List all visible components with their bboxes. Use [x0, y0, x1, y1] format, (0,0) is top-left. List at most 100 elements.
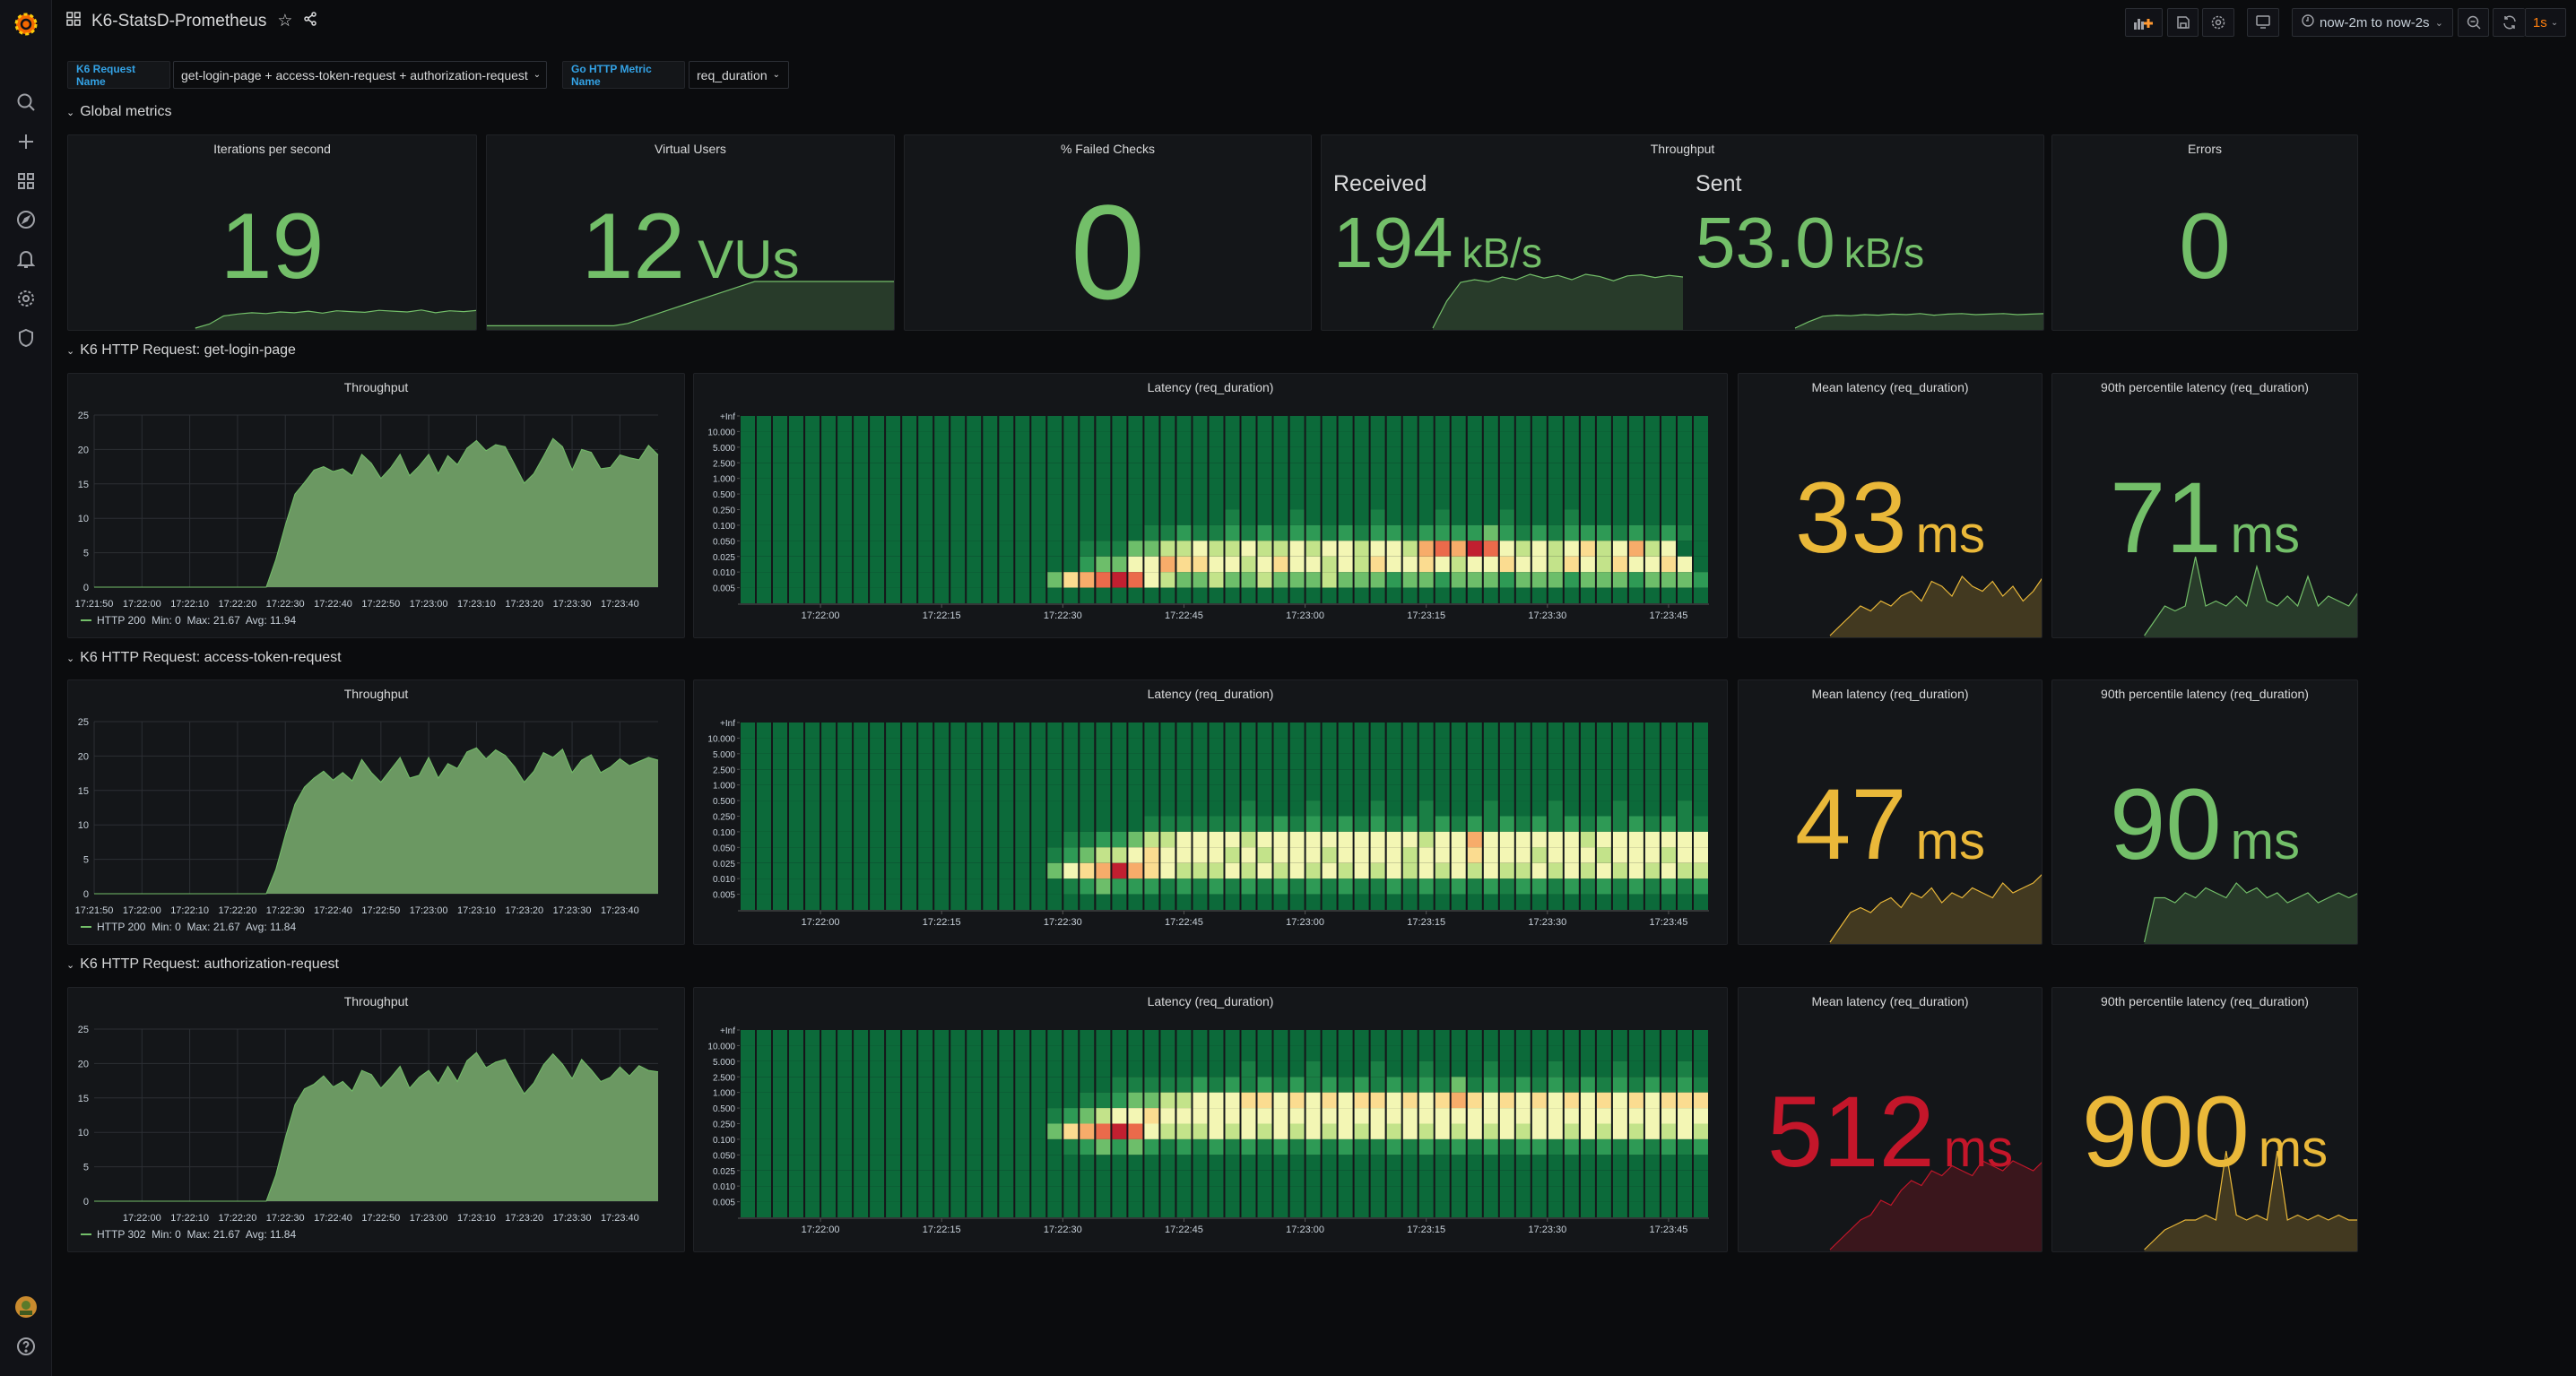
refresh-interval-picker[interactable]: 1s ⌄ — [2525, 8, 2566, 37]
heatmap-cell — [1499, 878, 1514, 895]
heatmap-cell — [1564, 1077, 1579, 1093]
heatmap-cell — [1273, 1170, 1288, 1187]
heatmap-cell — [870, 446, 885, 463]
latency-heatmap[interactable]: +Inf10.0005.0002.5001.0000.5000.2500.100… — [694, 374, 1728, 638]
heatmap-cell — [1160, 446, 1175, 463]
latency-heatmap[interactable]: +Inf10.0005.0002.5001.0000.5000.2500.100… — [694, 680, 1728, 945]
add-panel-button[interactable] — [2125, 8, 2163, 37]
heatmap-cell — [1531, 1138, 1547, 1155]
settings-button[interactable] — [2202, 8, 2234, 37]
heatmap-cell — [886, 478, 901, 495]
heatmap-cell — [1678, 723, 1692, 739]
heatmap-cell — [1338, 541, 1353, 557]
heatmap-cell — [1451, 723, 1466, 739]
search-icon[interactable] — [13, 89, 39, 116]
request-name-select[interactable]: get-login-page + access-token-request + … — [173, 61, 547, 89]
heatmap-cell — [934, 1077, 950, 1093]
row-get-login-page[interactable]: ⌄ K6 HTTP Request: get-login-page — [66, 342, 296, 359]
heatmap-cell — [886, 816, 901, 832]
heatmap-cell — [1564, 894, 1579, 910]
refresh-button[interactable] — [2493, 8, 2525, 37]
heatmap-cell — [1483, 1108, 1498, 1124]
heatmap-cell — [757, 572, 771, 588]
bell-icon[interactable] — [13, 246, 39, 273]
x-tick-label: 17:23:30 — [1528, 610, 1566, 621]
graph-legend[interactable]: HTTP 302 Min: 0 Max: 21.67 Avg: 11.84 — [81, 1228, 296, 1241]
panel-title: 90th percentile latency (req_duration) — [2101, 994, 2309, 1008]
heatmap-cell — [1160, 723, 1175, 739]
heatmap-cell — [1644, 847, 1660, 863]
heatmap-cell — [950, 541, 966, 557]
heatmap-cell — [1435, 847, 1450, 863]
heatmap-cell — [1628, 878, 1644, 895]
heatmap-cell — [1402, 847, 1418, 863]
heatmap-cell — [1386, 1138, 1401, 1155]
grafana-logo[interactable] — [13, 11, 39, 38]
heatmap-cell — [1515, 446, 1531, 463]
dashboards-icon[interactable] — [13, 168, 39, 195]
heatmap-cell — [1451, 878, 1466, 895]
heatmap-cell — [789, 1186, 803, 1202]
page-title[interactable]: K6-StatsD-Prometheus — [91, 11, 267, 30]
heatmap-cell — [1661, 1138, 1676, 1155]
row-authorization-request[interactable]: ⌄ K6 HTTP Request: authorization-request — [66, 956, 339, 973]
time-range-picker[interactable]: now-2m to now-2s ⌄ — [2292, 8, 2453, 37]
graph-legend[interactable]: HTTP 200 Min: 0 Max: 21.67 Avg: 11.94 — [81, 614, 296, 627]
heatmap-cell — [1015, 1030, 1030, 1046]
avatar[interactable] — [13, 1294, 39, 1320]
heatmap-cell — [1338, 816, 1353, 832]
metric-name-select[interactable]: req_duration ⌄ — [689, 61, 789, 89]
panel-title: Mean latency (req_duration) — [1811, 380, 1969, 394]
heatmap-cell — [1628, 1138, 1644, 1155]
help-icon[interactable] — [13, 1333, 39, 1360]
heatmap-cell — [821, 494, 837, 510]
heatmap-cell — [1096, 416, 1111, 432]
y-tick-label: 10 — [78, 514, 89, 524]
star-icon[interactable]: ☆ — [277, 12, 293, 30]
heatmap-cell — [1128, 894, 1143, 910]
heatmap-cell — [1193, 541, 1208, 557]
zoom-out-button[interactable] — [2458, 8, 2489, 37]
plus-icon[interactable] — [13, 128, 39, 155]
stat-value: 71 ms — [2052, 468, 2357, 568]
heatmap-cell — [1096, 878, 1111, 895]
heatmap-cell — [1128, 1201, 1143, 1217]
latency-heatmap[interactable]: +Inf10.0005.0002.5001.0000.5000.2500.100… — [694, 988, 1728, 1252]
save-dashboard-button[interactable] — [2167, 8, 2199, 37]
heatmap-cell — [1678, 1077, 1692, 1093]
row-global-metrics[interactable]: ⌄ Global metrics — [66, 104, 171, 120]
heatmap-cell — [1628, 1155, 1644, 1171]
heatmap-cell — [1176, 1123, 1192, 1139]
heatmap-cell — [741, 1123, 755, 1139]
heatmap-cell — [1160, 753, 1175, 770]
shield-icon[interactable] — [13, 325, 39, 351]
tv-mode-button[interactable] — [2247, 8, 2279, 37]
gear-icon[interactable] — [13, 285, 39, 312]
heatmap-cell — [1370, 431, 1385, 447]
graph-legend[interactable]: HTTP 200 Min: 0 Max: 21.67 Avg: 11.84 — [81, 921, 296, 933]
row-access-token-request[interactable]: ⌄ K6 HTTP Request: access-token-request — [66, 650, 342, 666]
heatmap-cell — [1031, 753, 1046, 770]
heatmap-cell — [1289, 463, 1305, 479]
heatmap-cell — [1289, 1155, 1305, 1171]
heatmap-cell — [1354, 572, 1369, 588]
heatmap-cell — [886, 1092, 901, 1109]
heatmap-cell — [1176, 816, 1192, 832]
panel-p90-latency: 90th percentile latency (req_duration) 9… — [2051, 987, 2358, 1252]
heatmap-cell — [1354, 1201, 1369, 1217]
heatmap-cell — [1063, 524, 1079, 541]
heatmap-cell — [1596, 541, 1611, 557]
explore-icon[interactable] — [13, 206, 39, 233]
heatmap-cell — [870, 1170, 885, 1187]
share-icon[interactable] — [303, 11, 317, 31]
heatmap-cell — [1628, 1201, 1644, 1217]
heatmap-cell — [1483, 1155, 1498, 1171]
heatmap-cell — [1564, 587, 1579, 603]
heatmap-cell — [837, 463, 853, 479]
heatmap-cell — [1193, 738, 1208, 754]
heatmap-cell — [1015, 1201, 1030, 1217]
heatmap-cell — [1080, 1138, 1095, 1155]
